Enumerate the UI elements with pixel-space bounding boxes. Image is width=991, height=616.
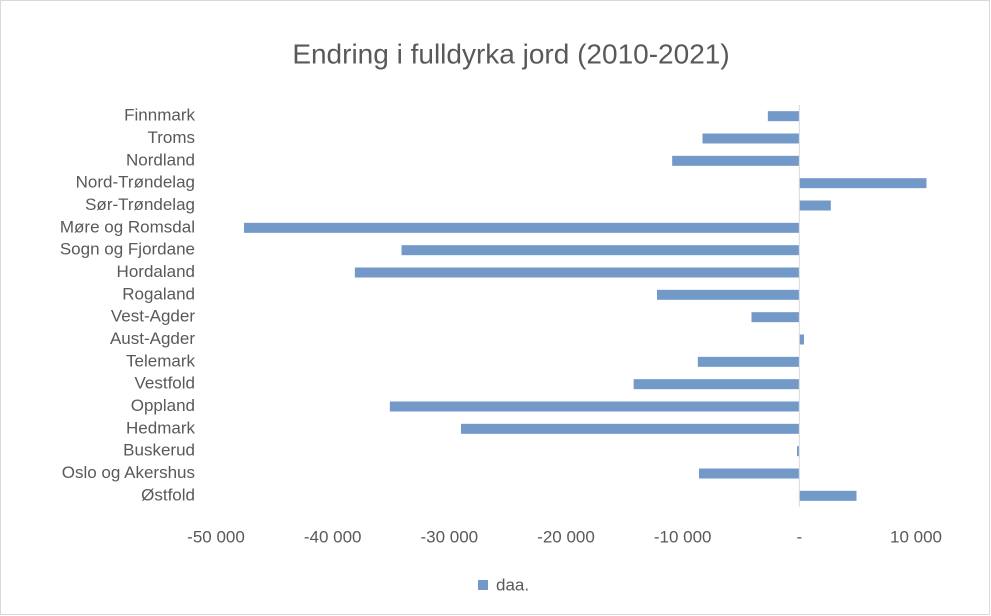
legend-swatch xyxy=(478,580,488,590)
bar xyxy=(401,245,800,256)
bar xyxy=(697,356,800,367)
bar xyxy=(799,490,857,501)
bar xyxy=(797,446,800,457)
y-tick-label: Sør-Trøndelag xyxy=(85,195,195,214)
y-tick-label: Oppland xyxy=(131,396,195,415)
y-tick-label: Hedmark xyxy=(126,418,195,437)
y-tick-label: Troms xyxy=(147,128,195,147)
chart-title: Endring i fulldyrka jord (2010-2021) xyxy=(292,38,729,69)
y-tick-label: Nord-Trøndelag xyxy=(76,173,195,192)
y-tick-label: Vestfold xyxy=(135,374,196,393)
bar xyxy=(657,289,800,300)
bar xyxy=(461,423,800,434)
y-tick-label: Møre og Romsdal xyxy=(60,217,195,236)
x-tick-label: -50 000 xyxy=(187,527,245,546)
bar xyxy=(672,155,800,166)
y-tick-label: Telemark xyxy=(126,351,195,370)
bar xyxy=(244,222,800,233)
y-tick-label: Oslo og Akershus xyxy=(62,463,195,482)
y-tick-label: Hordaland xyxy=(117,262,195,281)
bar xyxy=(702,133,800,144)
bar xyxy=(354,267,800,278)
y-tick-label: Østfold xyxy=(141,485,195,504)
y-tick-label: Buskerud xyxy=(123,441,195,460)
x-tick-label: -10 000 xyxy=(654,527,712,546)
x-tick-label: -30 000 xyxy=(420,527,478,546)
y-tick-label: Rogaland xyxy=(122,284,195,303)
bar xyxy=(799,200,831,211)
x-tick-label: - xyxy=(796,527,802,546)
bar xyxy=(633,379,800,390)
y-tick-label: Aust-Agder xyxy=(110,329,195,348)
bar xyxy=(389,401,800,412)
x-tick-label: 10 000 xyxy=(890,527,942,546)
x-tick-label: -40 000 xyxy=(304,527,362,546)
legend-label: daa. xyxy=(496,575,529,594)
bar xyxy=(799,178,927,189)
y-tick-label: Sogn og Fjordane xyxy=(60,240,195,259)
bar xyxy=(767,111,800,122)
y-tick-label: Finnmark xyxy=(124,106,195,125)
bar xyxy=(699,468,800,479)
bar xyxy=(799,334,804,345)
bar xyxy=(751,312,800,323)
y-tick-label: Nordland xyxy=(126,150,195,169)
y-tick-label: Vest-Agder xyxy=(111,307,195,326)
x-tick-label: -20 000 xyxy=(537,527,595,546)
